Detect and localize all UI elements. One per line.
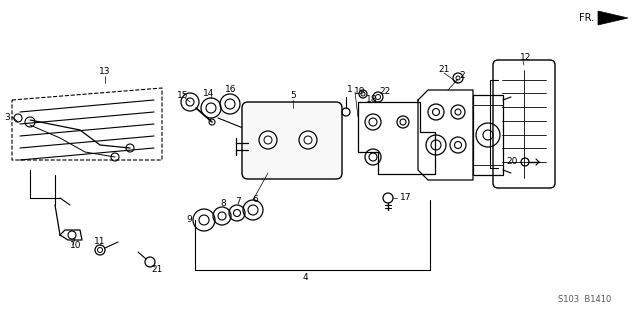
Text: 3: 3 [4,113,10,122]
Text: 5: 5 [290,92,296,100]
Text: 10: 10 [70,241,82,249]
Text: FR.: FR. [579,13,594,23]
Text: 22: 22 [380,87,390,97]
Text: S103  B1410: S103 B1410 [558,295,612,305]
Text: 2: 2 [459,71,465,80]
Polygon shape [598,11,628,25]
Text: 19: 19 [355,87,365,97]
Text: 16: 16 [225,85,237,94]
FancyBboxPatch shape [242,102,342,179]
Text: 11: 11 [94,236,106,246]
Bar [473,95,503,175]
Text: 4: 4 [302,273,308,283]
Text: 7: 7 [235,197,241,205]
Text: 20: 20 [507,158,518,167]
Text: 14: 14 [204,90,214,99]
Text: 13: 13 [99,68,111,77]
Text: 6: 6 [252,195,258,204]
Text: 12: 12 [520,54,532,63]
Text: 15: 15 [177,91,189,100]
Text: 9: 9 [186,216,192,225]
Text: 21: 21 [151,265,163,275]
Text: 18: 18 [366,95,378,105]
Text: 1: 1 [347,85,353,94]
Text: 17: 17 [400,194,412,203]
Text: 21: 21 [438,65,450,75]
Text: 8: 8 [220,199,226,209]
